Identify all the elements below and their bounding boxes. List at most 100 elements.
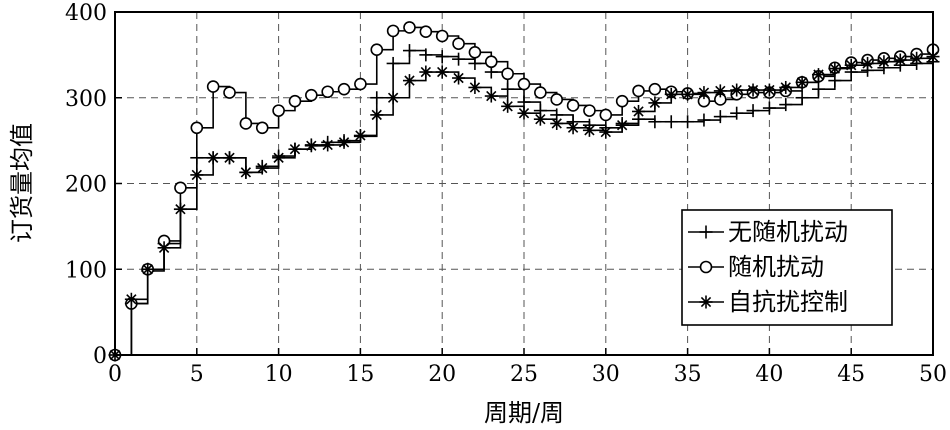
data-point bbox=[713, 84, 727, 98]
data-point bbox=[239, 165, 253, 179]
data-point bbox=[599, 125, 613, 139]
data-point bbox=[681, 115, 695, 129]
data-point bbox=[255, 121, 269, 135]
data-point bbox=[713, 110, 727, 124]
data-point bbox=[141, 262, 155, 276]
axis-ticks: 0 5 10 15 20 25 30 35 40 45 50 0 100 200 300 400 bbox=[65, 1, 947, 387]
data-point bbox=[353, 128, 367, 142]
data-point bbox=[206, 151, 220, 165]
data-point bbox=[468, 80, 482, 94]
data-point bbox=[566, 99, 580, 112]
data-point bbox=[582, 123, 596, 137]
data-point bbox=[583, 104, 596, 117]
legend-marker bbox=[699, 295, 713, 309]
data-point bbox=[795, 75, 809, 89]
data-point bbox=[190, 168, 204, 182]
y-tick-label: 100 bbox=[65, 258, 107, 283]
data-point bbox=[321, 85, 334, 99]
x-tick-label: 40 bbox=[755, 362, 783, 387]
x-tick-label: 45 bbox=[837, 362, 865, 387]
data-point bbox=[648, 96, 662, 110]
data-point bbox=[402, 74, 416, 88]
data-point bbox=[386, 56, 400, 70]
series-group bbox=[108, 21, 940, 362]
data-point bbox=[255, 161, 269, 175]
data-point bbox=[173, 202, 187, 216]
y-tick-label: 300 bbox=[65, 87, 107, 112]
data-point bbox=[435, 65, 449, 79]
data-point bbox=[484, 55, 498, 69]
data-point bbox=[337, 135, 351, 149]
x-tick-label: 10 bbox=[265, 362, 293, 387]
legend-label: 随机扰动 bbox=[728, 253, 824, 281]
data-point bbox=[746, 104, 760, 118]
data-point bbox=[632, 104, 646, 118]
data-point bbox=[403, 21, 416, 34]
data-point bbox=[762, 101, 776, 115]
data-point bbox=[484, 89, 498, 103]
data-point bbox=[697, 86, 711, 100]
y-tick-label: 200 bbox=[65, 173, 107, 198]
data-point bbox=[648, 115, 662, 129]
data-point bbox=[779, 80, 793, 94]
data-point bbox=[452, 37, 465, 51]
data-point bbox=[288, 94, 302, 108]
legend-label: 自抗扰控制 bbox=[728, 288, 848, 316]
data-point bbox=[566, 121, 580, 135]
data-point bbox=[452, 52, 466, 66]
data-point bbox=[615, 118, 629, 132]
data-point bbox=[321, 138, 335, 152]
data-point bbox=[501, 99, 515, 113]
data-point bbox=[828, 62, 842, 76]
data-point bbox=[501, 82, 515, 96]
data-point bbox=[550, 93, 564, 106]
x-tick-label: 35 bbox=[674, 362, 702, 387]
data-point bbox=[370, 91, 384, 105]
data-point bbox=[402, 44, 416, 58]
legend-marker bbox=[699, 225, 713, 239]
data-point bbox=[501, 67, 514, 81]
data-point bbox=[223, 86, 236, 99]
data-point bbox=[632, 84, 645, 98]
data-point bbox=[354, 77, 367, 91]
data-point bbox=[533, 112, 547, 126]
data-point bbox=[435, 50, 449, 64]
y-tick-label: 400 bbox=[65, 1, 107, 26]
x-tick-label: 0 bbox=[108, 362, 122, 387]
data-point bbox=[861, 56, 875, 70]
data-point bbox=[517, 106, 531, 120]
data-point bbox=[893, 53, 907, 67]
data-point bbox=[419, 65, 433, 79]
data-point bbox=[468, 46, 482, 59]
x-tick-label: 50 bbox=[919, 362, 947, 387]
data-point bbox=[534, 86, 547, 99]
data-point bbox=[648, 82, 662, 96]
data-point bbox=[452, 71, 466, 85]
legend-label: 无随机扰动 bbox=[728, 218, 848, 246]
data-point bbox=[811, 82, 825, 96]
grid-lines bbox=[115, 12, 933, 355]
x-tick-label: 25 bbox=[510, 362, 538, 387]
x-tick-label: 5 bbox=[190, 362, 204, 387]
x-tick-label: 20 bbox=[428, 362, 456, 387]
data-point bbox=[239, 117, 253, 130]
data-point bbox=[681, 87, 695, 101]
data-point bbox=[910, 51, 924, 65]
data-point bbox=[174, 181, 187, 195]
data-point bbox=[124, 292, 138, 306]
data-point bbox=[190, 121, 204, 135]
data-point bbox=[844, 58, 858, 72]
data-point bbox=[272, 104, 285, 117]
data-point bbox=[746, 83, 760, 97]
data-point bbox=[223, 151, 237, 165]
data-point bbox=[550, 116, 564, 130]
data-point bbox=[288, 142, 302, 156]
data-point bbox=[337, 82, 351, 96]
data-point bbox=[435, 29, 449, 43]
x-tick-label: 30 bbox=[592, 362, 620, 387]
data-point bbox=[599, 108, 613, 122]
data-point bbox=[615, 94, 629, 108]
y-axis-title: 订货量均值 bbox=[8, 123, 36, 243]
